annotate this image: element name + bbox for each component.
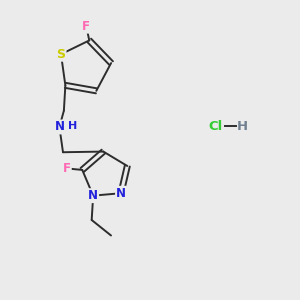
- Text: H: H: [237, 120, 248, 133]
- Text: N: N: [54, 121, 64, 134]
- Text: S: S: [56, 48, 65, 61]
- Text: Cl: Cl: [208, 120, 223, 133]
- Text: N: N: [116, 187, 126, 200]
- Text: F: F: [63, 162, 71, 175]
- Text: F: F: [82, 20, 90, 33]
- Text: N: N: [88, 189, 98, 202]
- Text: H: H: [68, 122, 77, 131]
